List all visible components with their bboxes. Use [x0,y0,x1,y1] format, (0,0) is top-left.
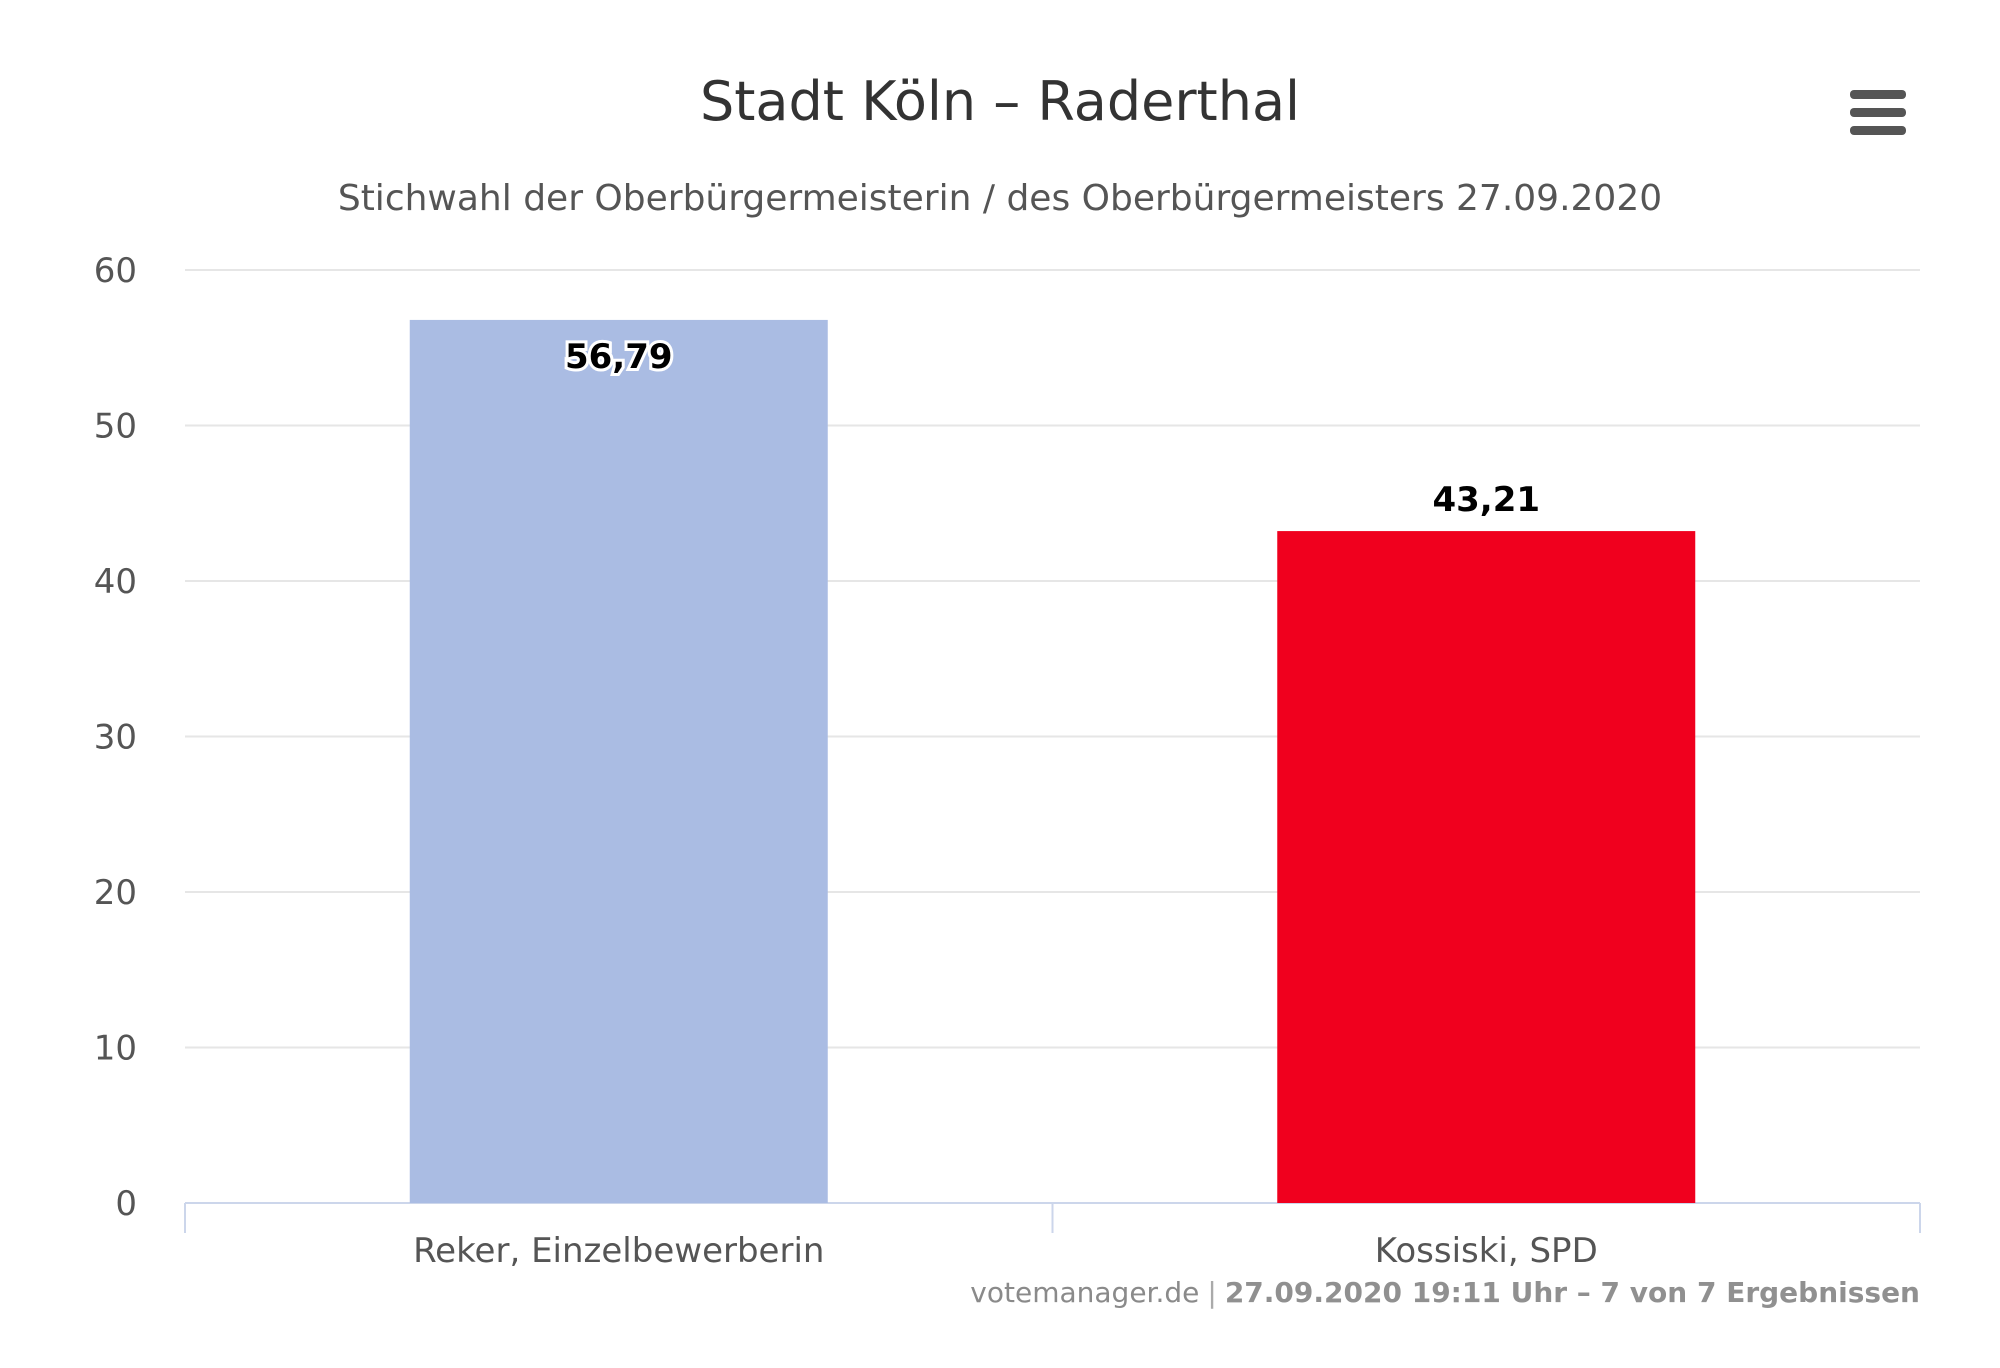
x-tick-label: Kossiski, SPD [1375,1231,1598,1271]
credits-source[interactable]: votemanager.de [970,1276,1200,1309]
y-tick-label: 30 [94,718,137,758]
bar [1277,531,1696,1203]
x-tick-label: Reker, Einzelbewerberin [413,1231,824,1271]
chart-subtitle: Stichwahl der Oberbürgermeisterin / des … [337,178,1663,219]
bar [409,319,828,1203]
data-label: 56,79 [565,337,673,377]
y-tick-label: 50 [94,407,137,447]
chart-title: Stadt Köln – Raderthal [699,70,1301,133]
chart-credits: votemanager.de | 27.09.2020 19:11 Uhr – 7 … [970,1276,1920,1309]
y-tick-label: 40 [94,562,137,602]
y-tick-label: 20 [94,873,137,913]
y-tick-label: 10 [94,1029,137,1069]
credits-separator: | [1207,1276,1217,1309]
y-tick-label: 0 [115,1184,137,1224]
data-label: 43,21 [1432,480,1540,520]
y-tick-label: 60 [94,251,137,291]
credits-info: 27.09.2020 19:11 Uhr – 7 von 7 Ergebniss… [1224,1276,1920,1309]
chart-menu-button[interactable] [1850,90,1910,136]
